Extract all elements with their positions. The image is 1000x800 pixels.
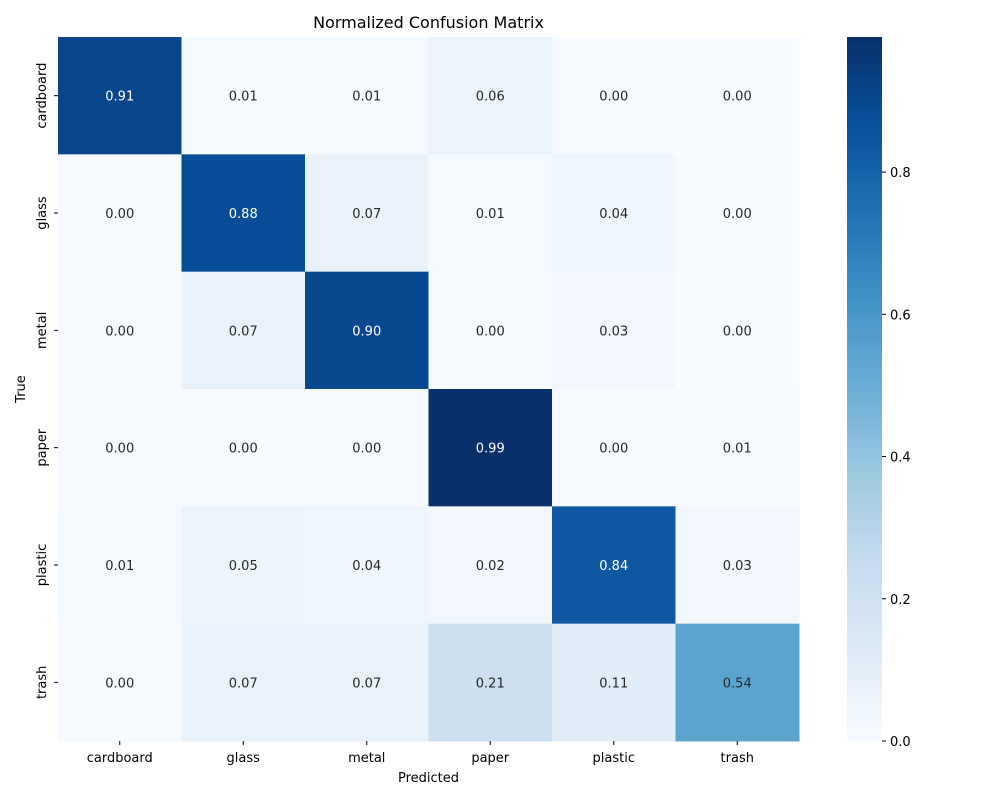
colorbar-tick-label: 0.4 (890, 451, 911, 466)
heatmap-cell (552, 389, 676, 507)
cell-value-label: 0.04 (599, 207, 628, 222)
heatmap-cell (181, 271, 306, 390)
colorbar-tick-label: 0.0 (890, 735, 911, 750)
heatmap-cell (305, 623, 429, 742)
cell-value-label: 0.00 (105, 207, 134, 222)
cell-value-label: 0.07 (229, 676, 258, 691)
heatmap-cells (58, 37, 800, 742)
colorbar-tick-label: 0.2 (890, 593, 911, 608)
heatmap-cell (428, 623, 553, 742)
heatmap-cell (181, 506, 306, 625)
y-tick-label: paper (35, 428, 50, 466)
colorbar-tick-label: 0.6 (890, 308, 911, 323)
heatmap-cell (181, 623, 306, 742)
heatmap-cell (675, 271, 800, 390)
x-tick-label: cardboard (87, 751, 153, 766)
y-tick-label: plastic (35, 544, 50, 586)
heatmap-cell-labels: 0.91 0.01 0.01 0.06 0.00 0.00 0.00 0.88 0.07 0.01… (105, 90, 751, 692)
x-tick-label: glass (227, 751, 261, 766)
cell-value-label: 0.00 (723, 207, 752, 222)
heatmap-cell (552, 271, 676, 390)
cell-value-label: 0.00 (105, 324, 134, 339)
cell-value-label: 0.00 (476, 324, 505, 339)
cell-value-label: 0.02 (476, 559, 505, 574)
cell-value-label: 0.00 (105, 442, 134, 457)
x-axis: cardboard glass metal paper plastic trash (87, 741, 754, 766)
heatmap-cell (428, 37, 553, 155)
x-axis-label: Predicted (398, 771, 459, 786)
cell-value-label: 0.00 (723, 324, 752, 339)
heatmap-cell (58, 506, 182, 625)
heatmap-cell (58, 154, 182, 273)
x-tick-label: trash (721, 751, 754, 766)
cell-value-label: 0.07 (352, 676, 381, 691)
cell-value-label: 0.00 (599, 90, 628, 105)
heatmap-cell (675, 389, 800, 507)
heatmap-cell (428, 154, 553, 273)
cell-value-label: 0.06 (476, 90, 505, 105)
heatmap-cell (58, 271, 182, 390)
heatmap-cell (58, 37, 182, 155)
y-tick-label: metal (35, 312, 50, 349)
heatmap-cell (181, 389, 306, 507)
cell-value-label: 0.00 (599, 442, 628, 457)
x-tick-label: plastic (593, 751, 635, 766)
cell-value-label: 0.04 (352, 559, 381, 574)
cell-value-label: 0.01 (352, 90, 381, 105)
heatmap-cell (181, 154, 306, 273)
cell-value-label: 0.01 (476, 207, 505, 222)
heatmap-cell (305, 389, 429, 507)
heatmap-cell (675, 154, 800, 273)
heatmap-cell (552, 37, 676, 155)
cell-value-label: 0.54 (723, 676, 752, 691)
cell-value-label: 0.03 (723, 559, 752, 574)
cell-value-label: 0.99 (476, 442, 505, 457)
heatmap-cell (305, 37, 429, 155)
cell-value-label: 0.01 (229, 90, 258, 105)
heatmap-cell (305, 506, 429, 625)
cell-value-label: 0.88 (229, 207, 258, 222)
colorbar-tick-label: 0.8 (890, 166, 911, 181)
heatmap-cell (58, 389, 182, 507)
heatmap-cell (428, 506, 553, 625)
x-tick-label: metal (348, 751, 385, 766)
cell-value-label: 0.00 (723, 90, 752, 105)
heatmap-cell (552, 506, 676, 625)
cell-value-label: 0.84 (599, 559, 628, 574)
heatmap-cell (58, 623, 182, 742)
heatmap-cell (675, 37, 800, 155)
cell-value-label: 0.05 (229, 559, 258, 574)
heatmap-cell (552, 623, 676, 742)
cell-value-label: 0.03 (599, 324, 628, 339)
y-axis-label: True (14, 375, 29, 404)
cell-value-label: 0.91 (105, 90, 134, 105)
heatmap-cell (305, 154, 429, 273)
y-tick-label: cardboard (35, 63, 50, 129)
y-tick-label: trash (35, 666, 50, 699)
cell-value-label: 0.21 (476, 676, 505, 691)
cell-value-label: 0.07 (229, 324, 258, 339)
heatmap-cell (181, 37, 306, 155)
chart-title: Normalized Confusion Matrix (313, 13, 544, 32)
heatmap-cell (428, 389, 553, 507)
cell-value-label: 0.90 (352, 324, 381, 339)
y-tick-label: glass (35, 196, 50, 230)
cell-value-label: 0.00 (105, 676, 134, 691)
heatmap-cell (675, 623, 800, 742)
cell-value-label: 0.01 (105, 559, 134, 574)
cell-value-label: 0.00 (229, 442, 258, 457)
cell-value-label: 0.11 (599, 676, 628, 691)
colorbar (847, 37, 882, 741)
cell-value-label: 0.07 (352, 207, 381, 222)
heatmap-cell (675, 506, 800, 625)
x-tick-label: paper (471, 751, 509, 766)
colorbar-axis: 0.0 0.2 0.4 0.6 0.8 (882, 166, 911, 750)
y-axis: cardboard glass metal paper plastic trash (35, 63, 58, 699)
heatmap-cell (428, 271, 553, 390)
cell-value-label: 0.01 (723, 442, 752, 457)
heatmap-cell (305, 271, 429, 390)
cell-value-label: 0.00 (352, 442, 381, 457)
heatmap-cell (552, 154, 676, 273)
